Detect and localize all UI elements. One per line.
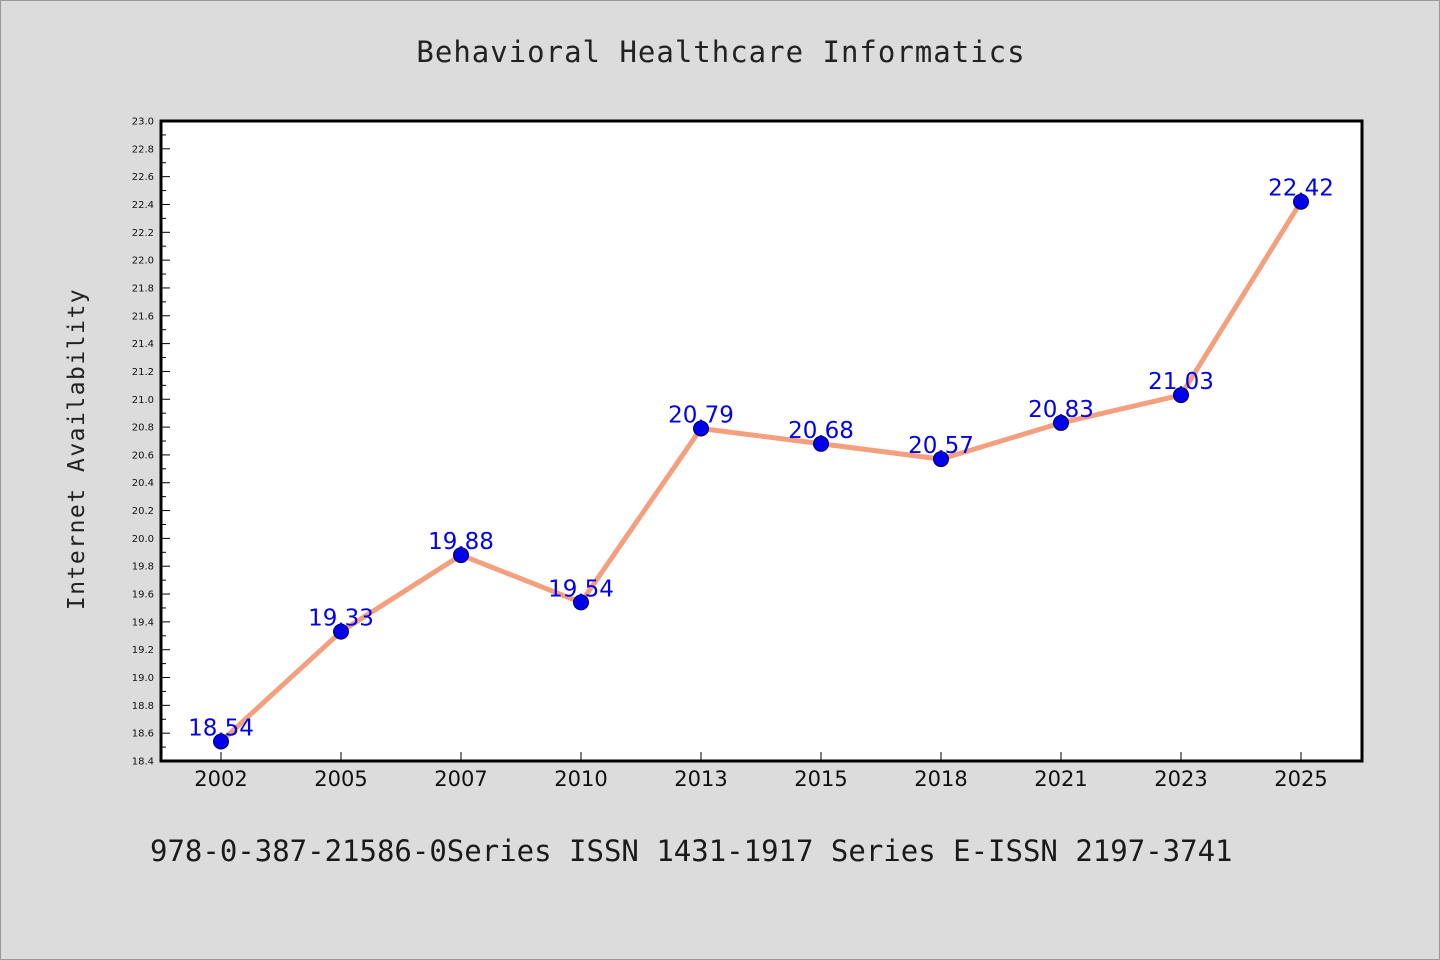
y-tick-label: 22.2 bbox=[132, 228, 154, 239]
x-tick-label: 2021 bbox=[1034, 767, 1087, 791]
data-value-label: 18.54 bbox=[188, 716, 254, 742]
data-value-label: 22.42 bbox=[1268, 176, 1334, 202]
y-tick-label: 19.8 bbox=[132, 562, 154, 573]
x-tick-label: 2002 bbox=[194, 767, 247, 791]
y-tick-label: 19.6 bbox=[132, 590, 154, 601]
data-value-label: 20.68 bbox=[788, 418, 854, 444]
data-value-label: 20.83 bbox=[1028, 397, 1094, 423]
data-value-label: 20.79 bbox=[668, 402, 734, 428]
y-tick-label: 18.6 bbox=[132, 729, 154, 740]
x-tick-label: 2013 bbox=[674, 767, 727, 791]
data-point bbox=[1173, 387, 1189, 404]
x-tick-label: 2018 bbox=[914, 767, 967, 791]
data-point bbox=[573, 594, 589, 611]
footer-text: 978-0-387-21586-0Series ISSN 1431-1917 S… bbox=[150, 834, 1233, 868]
y-tick-label: 21.8 bbox=[132, 283, 154, 294]
y-tick-label: 18.8 bbox=[132, 701, 154, 712]
y-tick-label: 22.0 bbox=[132, 256, 154, 267]
y-axis-ticks: 18.4 18.6 18.8 19.0 19.2 19.4 19.6 19.8 20.0 20.2… bbox=[132, 117, 170, 768]
y-tick-label: 21.0 bbox=[132, 395, 154, 406]
y-tick-label: 21.6 bbox=[132, 311, 154, 322]
y-tick-label: 23.0 bbox=[132, 117, 154, 128]
chart-title: Behavioral Healthcare Informatics bbox=[416, 35, 1026, 69]
data-point bbox=[933, 451, 949, 468]
data-point bbox=[1293, 193, 1309, 210]
data-point bbox=[333, 623, 349, 640]
data-value-label: 20.57 bbox=[908, 433, 974, 459]
data-value-label: 19.33 bbox=[308, 606, 374, 632]
plot-area bbox=[159, 119, 1364, 763]
y-tick-label: 21.4 bbox=[132, 339, 154, 350]
series-line bbox=[218, 199, 1304, 745]
x-tick-label: 2015 bbox=[794, 767, 847, 791]
y-tick-label: 21.2 bbox=[132, 367, 154, 378]
y-tick-label: 20.6 bbox=[132, 450, 154, 461]
y-tick-label: 20.8 bbox=[132, 423, 154, 434]
y-tick-label: 18.4 bbox=[132, 757, 154, 768]
y-tick-label: 19.0 bbox=[132, 673, 154, 684]
x-tick-label: 2010 bbox=[554, 767, 607, 791]
data-value-label: 19.88 bbox=[428, 529, 494, 555]
data-labels: 18.54 19.33 19.88 19.54 20.79 20.68 20.57 20.83… bbox=[188, 176, 1334, 742]
y-tick-label: 20.0 bbox=[132, 534, 154, 545]
data-value-label: 19.54 bbox=[548, 576, 614, 602]
y-tick-label: 22.8 bbox=[132, 144, 154, 155]
x-tick-label: 2007 bbox=[434, 767, 487, 791]
x-tick-label: 2005 bbox=[314, 767, 367, 791]
y-tick-label: 20.2 bbox=[132, 506, 154, 517]
data-point bbox=[213, 733, 229, 750]
y-tick-label: 20.4 bbox=[132, 478, 154, 489]
y-tick-label: 19.2 bbox=[132, 645, 154, 656]
y-tick-label: 22.4 bbox=[132, 200, 154, 211]
x-tick-label: 2025 bbox=[1274, 767, 1327, 791]
x-tick-label: 2023 bbox=[1154, 767, 1207, 791]
data-value-label: 21.03 bbox=[1148, 369, 1214, 395]
x-axis-ticks: 2002 2005 2007 2010 2013 2015 2018 2021 2023 2025 bbox=[194, 752, 1328, 791]
data-point bbox=[693, 420, 709, 437]
y-tick-label: 19.4 bbox=[132, 617, 154, 628]
series-group bbox=[213, 193, 1309, 750]
data-point bbox=[813, 435, 829, 452]
data-point bbox=[1053, 414, 1069, 431]
y-tick-label: 22.6 bbox=[132, 172, 154, 183]
data-point bbox=[453, 547, 469, 564]
